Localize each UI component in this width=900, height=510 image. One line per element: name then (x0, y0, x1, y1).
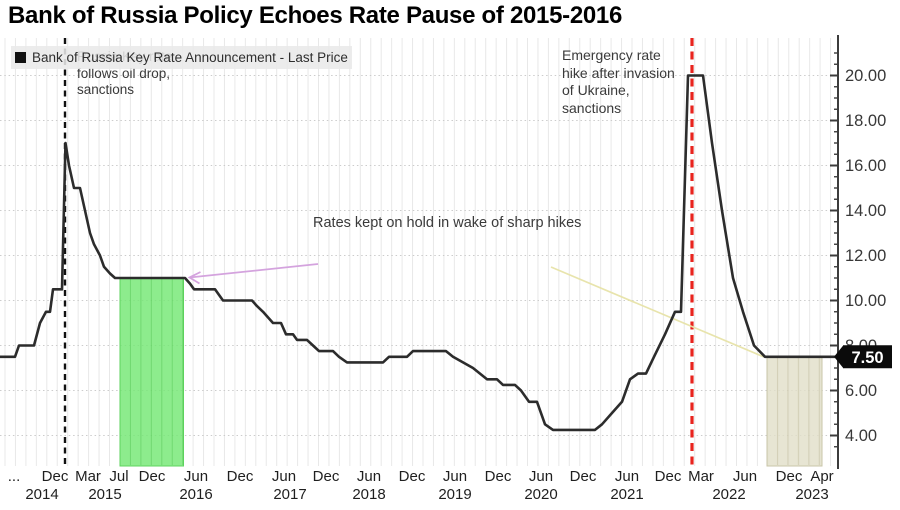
annotation-emergency-line1: Emergency rate (562, 47, 661, 63)
y-tick-label: 10.00 (845, 292, 886, 310)
legend: Bank of Russia Key Rate Announcement - L… (11, 46, 352, 69)
x-month-label: Apr (810, 468, 833, 485)
x-month-label: Jun (272, 468, 296, 485)
x-year-label: 2015 (88, 486, 121, 503)
x-month-label: ... (8, 468, 21, 485)
x-month-label: Dec (139, 468, 166, 485)
x-year-label: 2016 (179, 486, 212, 503)
yellow-pointer-line (550, 266, 765, 358)
y-tick-label: 18.00 (845, 112, 886, 130)
pink-arrow-pointer-head-icon (187, 271, 201, 285)
y-tick-label: 16.00 (845, 157, 886, 175)
x-year-label: 2021 (610, 486, 643, 503)
rate-pause-2022-2023 (766, 356, 823, 467)
y-tick-label: 12.00 (845, 247, 886, 265)
legend-series-label: Bank of Russia Key Rate Announcement - L… (32, 50, 348, 65)
x-month-label: Jun (529, 468, 553, 485)
y-tick-label: 6.00 (845, 382, 877, 400)
key-rate-line (0, 74, 838, 432)
y-tick-label: 20.00 (845, 67, 886, 85)
annotation-oil-drop-line2: follows oil drop, (77, 65, 171, 81)
x-month-label: Dec (399, 468, 426, 485)
x-month-label: Dec (42, 468, 69, 485)
x-month-label: Mar (688, 468, 714, 485)
x-month-label: Jul (109, 468, 128, 485)
x-month-label: Jun (184, 468, 208, 485)
x-year-label: 2022 (712, 486, 745, 503)
x-year-label: 2020 (524, 486, 557, 503)
x-year-label: 2023 (795, 486, 828, 503)
x-month-label: Dec (313, 468, 340, 485)
annotation-emergency-line2: hike after invasion (562, 64, 675, 81)
y-tick-label: 14.00 (845, 202, 886, 220)
annotation-oil-drop-line3: sanctions (77, 82, 135, 97)
annotation-emergency-line4: sanctions (562, 99, 622, 116)
x-year-label: 2017 (273, 486, 306, 503)
x-month-label: Dec (485, 468, 512, 485)
x-month-label: Dec (776, 468, 803, 485)
last-price-flag-arrow-icon (834, 345, 843, 368)
x-month-label: Jun (615, 468, 639, 485)
y-tick-label: 4.00 (845, 427, 877, 445)
x-month-label: Mar (75, 468, 101, 485)
x-year-label: 2018 (352, 486, 385, 503)
annotation-emergency-hike: Emergency rate hike after invasion of Uk… (562, 47, 675, 117)
x-month-label: Dec (655, 468, 682, 485)
x-year-label: 2019 (438, 486, 471, 503)
x-month-label: Jun (443, 468, 467, 485)
pink-arrow-pointer (189, 263, 319, 279)
last-price-flag (843, 345, 892, 369)
x-month-label: Jun (357, 468, 381, 485)
x-month-label: Jun (733, 468, 757, 485)
annotation-rates-on-hold: Rates kept on hold in wake of sharp hike… (313, 215, 582, 231)
legend-series-marker-icon (15, 52, 26, 63)
x-month-label: Dec (227, 468, 254, 485)
rate-pause-2015-2016 (119, 277, 184, 467)
annotation-emergency-line3: of Ukraine, (562, 82, 630, 98)
last-price-label: 7.50 (851, 349, 883, 367)
x-year-label: 2014 (25, 486, 58, 503)
chart-title: Bank of Russia Policy Echoes Rate Pause … (8, 2, 623, 29)
x-month-label: Dec (570, 468, 597, 485)
